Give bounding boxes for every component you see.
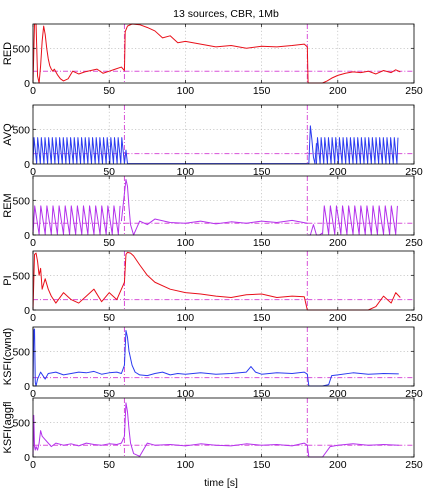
x-tick-label: 150 [253, 166, 271, 178]
y-tick-label: 0 [24, 230, 30, 242]
x-tick-label: 200 [329, 388, 347, 400]
x-tick-label: 150 [253, 459, 271, 471]
x-tick-label: 250 [405, 388, 423, 400]
x-tick-label: 200 [329, 459, 347, 471]
series-line [315, 137, 399, 165]
series-line [120, 178, 308, 236]
x-tick-label: 200 [329, 237, 347, 249]
x-tick-label: 50 [103, 388, 115, 400]
y-axis-label: REM [2, 193, 14, 217]
series-line [32, 137, 125, 165]
x-tick-label: 100 [177, 388, 195, 400]
y-tick-label: 0 [24, 159, 30, 171]
x-tick-label: 50 [103, 237, 115, 249]
x-axis-label: time [s] [204, 477, 238, 489]
chart-title: 13 sources, CBR, 1Mb [173, 8, 279, 20]
x-tick-label: 100 [177, 85, 195, 97]
x-tick-label: 200 [329, 312, 347, 324]
y-axis-label: AVQ [2, 123, 14, 146]
x-tick-label: 50 [103, 459, 115, 471]
series-line [307, 125, 317, 165]
series-line [322, 205, 398, 235]
x-tick-label: 50 [103, 85, 115, 97]
y-axis-label: PI [2, 275, 14, 285]
y-axis-label: RED [2, 42, 14, 65]
x-tick-label: 100 [177, 459, 195, 471]
x-tick-label: 0 [30, 312, 36, 324]
y-tick-label: 500 [12, 195, 30, 207]
x-tick-label: 150 [253, 85, 271, 97]
x-tick-label: 50 [103, 166, 115, 178]
axes-frame [32, 250, 415, 311]
x-tick-label: 50 [103, 312, 115, 324]
y-tick-label: 0 [24, 305, 30, 317]
y-tick-label: 500 [12, 124, 30, 136]
axes-frame [32, 397, 415, 458]
series-line [307, 224, 323, 236]
x-tick-label: 150 [253, 237, 271, 249]
x-tick-label: 250 [405, 312, 423, 324]
x-tick-label: 250 [405, 85, 423, 97]
axes-frame [32, 104, 415, 165]
series-line [32, 328, 399, 387]
axes-frame [32, 23, 415, 84]
x-tick-label: 250 [405, 237, 423, 249]
x-tick-label: 0 [30, 388, 36, 400]
series-line [32, 402, 399, 458]
series-line [123, 149, 308, 165]
y-tick-label: 0 [24, 452, 30, 464]
x-tick-label: 100 [177, 237, 195, 249]
x-tick-label: 0 [30, 237, 36, 249]
x-tick-label: 200 [329, 85, 347, 97]
y-tick-label: 500 [12, 43, 30, 55]
series-line [32, 23, 401, 84]
y-tick-label: 500 [12, 346, 30, 358]
x-tick-label: 250 [405, 459, 423, 471]
axes-frame [32, 175, 415, 236]
y-tick-label: 0 [24, 78, 30, 90]
y-tick-label: 500 [12, 270, 30, 282]
y-tick-label: 0 [24, 381, 30, 393]
x-tick-label: 250 [405, 166, 423, 178]
x-tick-label: 100 [177, 166, 195, 178]
series-line [32, 205, 121, 235]
x-tick-label: 200 [329, 166, 347, 178]
x-tick-label: 100 [177, 312, 195, 324]
axes-frame [32, 326, 415, 387]
series-line [32, 251, 401, 311]
x-tick-label: 150 [253, 388, 271, 400]
x-tick-label: 0 [30, 166, 36, 178]
x-tick-label: 150 [253, 312, 271, 324]
y-tick-label: 500 [12, 417, 30, 429]
x-tick-label: 0 [30, 85, 36, 97]
y-axis-label: KSFI(aggfl [2, 402, 14, 454]
y-axis-label: KSFI(cwnd) [2, 328, 14, 385]
x-tick-label: 0 [30, 459, 36, 471]
